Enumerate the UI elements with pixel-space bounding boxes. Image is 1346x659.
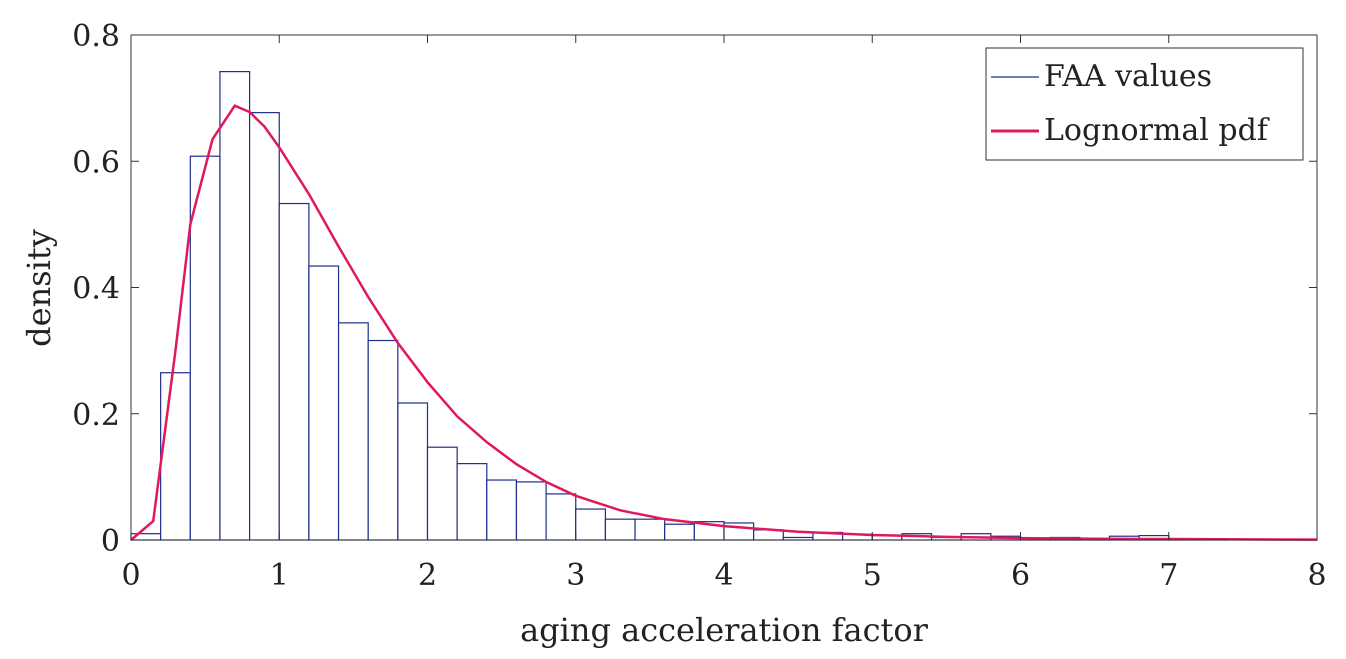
x-tick-label: 5 xyxy=(863,558,882,593)
legend: FAA values Lognormal pdf xyxy=(985,47,1304,161)
y-tick-labels: 0 0.2 0.4 0.6 0.8 xyxy=(72,19,120,559)
histogram-bar xyxy=(249,112,280,541)
x-tick-label: 1 xyxy=(270,558,289,593)
x-tick-label: 8 xyxy=(1307,558,1326,593)
y-axis-label: density xyxy=(20,229,58,347)
legend-label-pdf: Lognormal pdf xyxy=(1044,113,1270,148)
histogram-bar xyxy=(426,446,458,541)
x-axis-label: aging acceleration factor xyxy=(520,611,929,649)
legend-label-faa: FAA values xyxy=(1044,59,1212,94)
histogram-bar xyxy=(515,481,547,541)
histogram-bar xyxy=(634,518,666,541)
lognormal-pdf-line xyxy=(130,104,1318,541)
x-tick-label: 2 xyxy=(418,558,437,593)
histogram-bar xyxy=(664,523,695,541)
y-tick-label: 0.6 xyxy=(72,145,120,180)
y-tick-label: 0.2 xyxy=(72,398,120,433)
x-tick-labels: 0 1 2 3 4 5 6 7 8 xyxy=(121,558,1326,593)
histogram-bar xyxy=(160,372,191,541)
histogram-bar xyxy=(456,463,488,541)
histogram-bar xyxy=(219,71,251,541)
x-tick-label: 3 xyxy=(566,558,585,593)
histogram-bar xyxy=(545,493,577,541)
y-tick-label: 0.4 xyxy=(72,272,120,307)
histogram-bar xyxy=(486,479,518,541)
histogram-bar xyxy=(278,202,310,541)
legend-box xyxy=(985,47,1304,161)
histogram-bar xyxy=(308,265,340,541)
histogram-bars xyxy=(130,71,1229,541)
histogram-bar xyxy=(189,155,221,541)
histogram-bar xyxy=(397,402,429,541)
x-tick-label: 6 xyxy=(1011,558,1030,593)
x-tick-label: 0 xyxy=(121,558,140,593)
y-tick-label: 0.8 xyxy=(72,19,120,54)
histogram-bar xyxy=(367,339,399,541)
histogram-bar xyxy=(337,322,369,541)
histogram-bar xyxy=(575,508,606,541)
x-tick-label: 4 xyxy=(714,558,733,593)
y-tick-label: 0 xyxy=(101,524,120,559)
axis-ticks xyxy=(130,34,1318,541)
x-tick-label: 7 xyxy=(1159,558,1178,593)
histogram-bar xyxy=(604,518,636,541)
